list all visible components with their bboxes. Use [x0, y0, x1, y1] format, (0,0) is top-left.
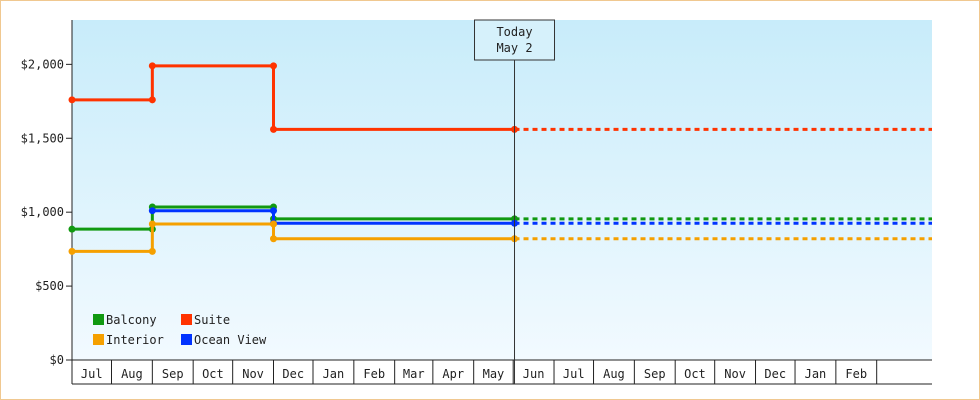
legend-item-ocean-view: Ocean View [181, 333, 267, 347]
x-tick-label: Jun [523, 367, 545, 381]
x-tick-label: Oct [202, 367, 224, 381]
data-point [270, 62, 278, 70]
legend-item-suite: Suite [181, 313, 230, 327]
data-point [148, 247, 156, 255]
x-tick-label: Mar [403, 367, 425, 381]
y-axis: $0 $500 $1,000 $1,500 $2,000 [21, 20, 73, 384]
legend: Balcony Suite Interior Ocean View [93, 313, 267, 347]
y-tick-label: $2,000 [21, 57, 64, 71]
legend-swatch [181, 334, 192, 345]
series-line [72, 205, 515, 231]
x-tick-label: Feb [845, 367, 867, 381]
legend-swatch [181, 314, 192, 325]
series-lines [68, 62, 932, 255]
data-point [148, 96, 156, 104]
x-tick-label: May [483, 367, 505, 381]
x-tick-label: Sep [644, 367, 666, 381]
x-tick-label: Nov [724, 367, 746, 381]
x-tick-label: Nov [242, 367, 264, 381]
today-marker: Today May 2 [474, 19, 556, 384]
plot-background [72, 20, 932, 360]
x-tick-label: Jul [563, 367, 585, 381]
data-point [148, 220, 156, 228]
legend-label: Balcony [106, 313, 157, 327]
series-line [72, 222, 515, 253]
x-axis: Jul Aug Sep Oct Nov Dec Jan Feb Mar Apr May Jun Jul A… [72, 359, 932, 385]
series-interior [68, 220, 932, 255]
data-point [68, 247, 76, 255]
x-tick-label: Oct [684, 367, 706, 381]
x-tick-label: Jul [81, 367, 103, 381]
y-tick-label: $0 [50, 353, 64, 367]
legend-item-balcony: Balcony [93, 313, 157, 327]
legend-label: Interior [106, 333, 164, 347]
x-tick-label: Aug [603, 367, 625, 381]
x-tick-label: Jan [323, 367, 345, 381]
legend-label: Ocean View [194, 333, 267, 347]
legend-swatch [93, 314, 104, 325]
x-tick-label: Dec [282, 367, 304, 381]
series-line [72, 64, 515, 131]
y-tick-label: $500 [35, 279, 64, 293]
legend-label: Suite [194, 313, 230, 327]
legend-swatch [93, 334, 104, 345]
data-point [148, 62, 156, 70]
today-label: Today [496, 25, 532, 39]
series-suite [68, 62, 932, 133]
today-date-label: May 2 [496, 41, 532, 55]
data-point [148, 207, 156, 215]
y-tick-label: $1,500 [21, 131, 64, 145]
x-tick-label: Apr [442, 367, 464, 381]
x-tick-label: Jan [805, 367, 827, 381]
today-box [474, 19, 556, 61]
data-point [270, 207, 278, 215]
x-tick-label: Sep [162, 367, 184, 381]
data-point [68, 225, 76, 233]
series-line [152, 209, 515, 225]
x-tick-label: Feb [363, 367, 385, 381]
data-point [68, 96, 76, 104]
data-point [270, 235, 278, 243]
x-tick-label: Dec [764, 367, 786, 381]
x-tick-label: Aug [121, 367, 143, 381]
data-point [270, 125, 278, 133]
y-tick-label: $1,000 [21, 205, 64, 219]
data-point [270, 220, 278, 228]
legend-item-interior: Interior [93, 333, 164, 347]
